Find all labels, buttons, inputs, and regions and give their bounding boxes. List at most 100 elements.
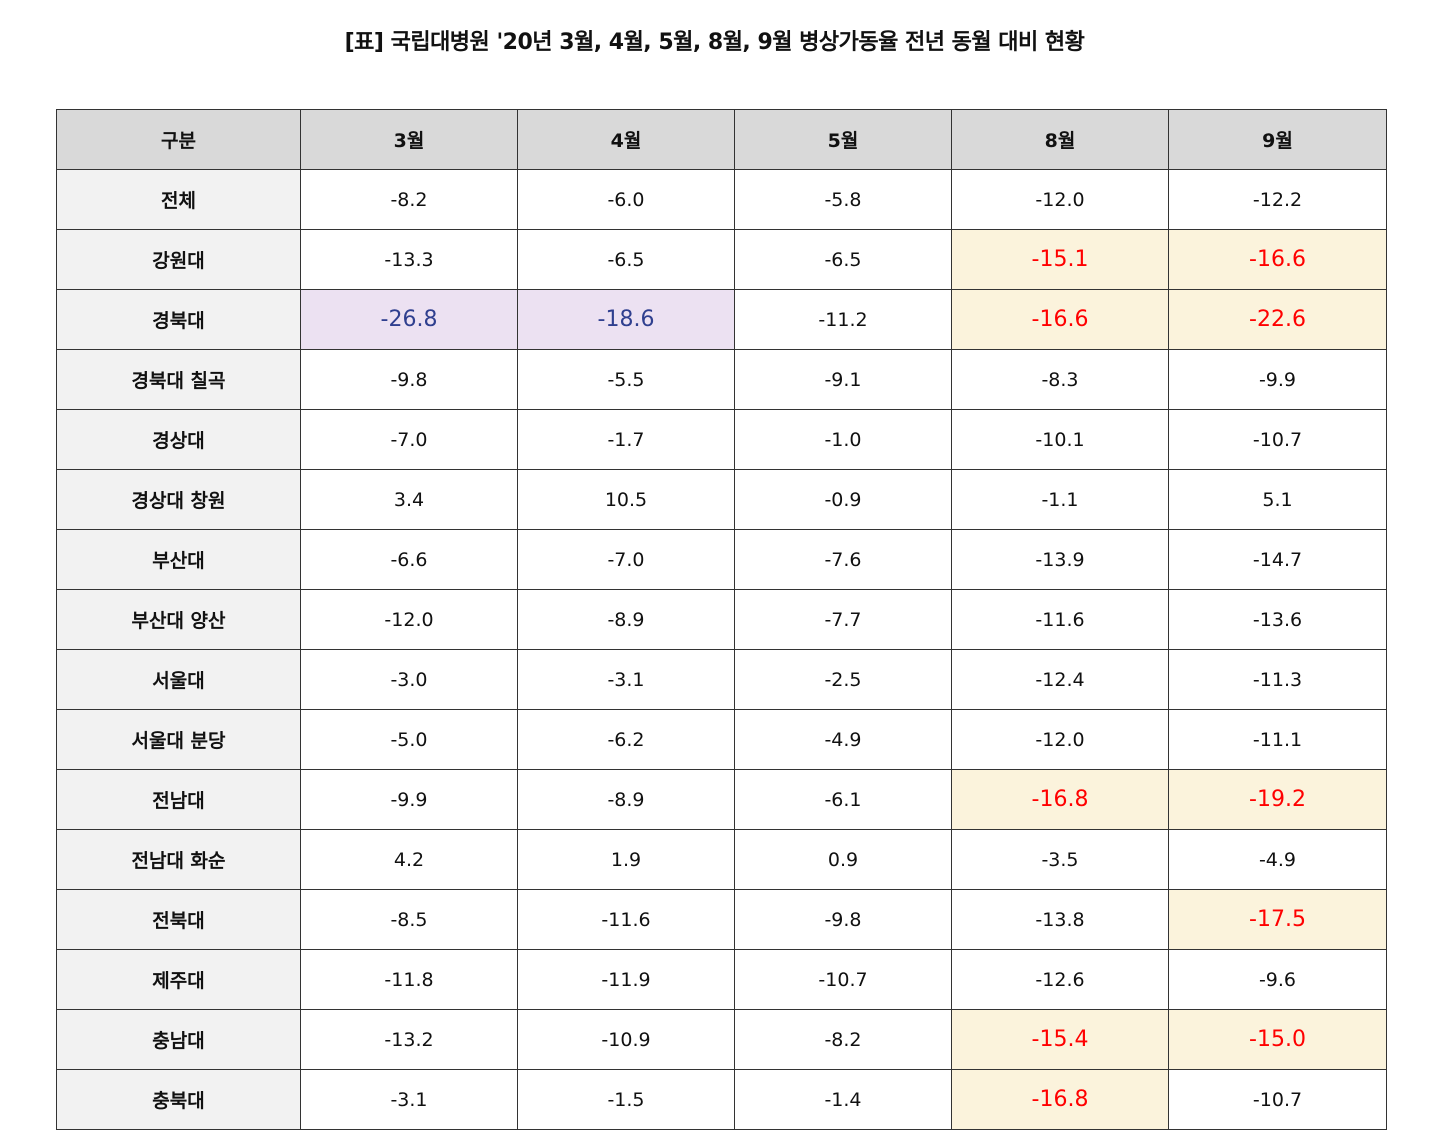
row-label: 전남대	[56, 769, 301, 830]
cell-march: -6.6	[300, 529, 518, 590]
cell-september: -11.1	[1168, 709, 1387, 770]
cell-may: -10.7	[734, 949, 952, 1010]
cell-august: -8.3	[951, 349, 1169, 410]
column-header-august: 8월	[951, 109, 1169, 170]
cell-may: -6.5	[734, 229, 952, 290]
cell-april: -6.5	[517, 229, 735, 290]
column-header-march: 3월	[300, 109, 518, 170]
cell-september: -10.7	[1168, 1069, 1387, 1130]
cell-august: -12.4	[951, 649, 1169, 710]
cell-april: -7.0	[517, 529, 735, 590]
cell-april: -6.2	[517, 709, 735, 770]
cell-march: -7.0	[300, 409, 518, 470]
table-row: 전체 -8.2 -6.0 -5.8 -12.0 -12.2	[56, 169, 1387, 230]
cell-september: 5.1	[1168, 469, 1387, 530]
cell-march: -11.8	[300, 949, 518, 1010]
cell-september: -13.6	[1168, 589, 1387, 650]
cell-september: -10.7	[1168, 409, 1387, 470]
cell-april: -1.7	[517, 409, 735, 470]
column-header-category: 구분	[56, 109, 301, 170]
row-label: 제주대	[56, 949, 301, 1010]
cell-august: -1.1	[951, 469, 1169, 530]
table-row: 충북대 -3.1 -1.5 -1.4 -16.8 -10.7	[56, 1069, 1387, 1130]
cell-september: -9.9	[1168, 349, 1387, 410]
row-label: 서울대	[56, 649, 301, 710]
cell-may: -9.8	[734, 889, 952, 950]
cell-april: -18.6	[517, 289, 735, 350]
column-header-april: 4월	[517, 109, 735, 170]
cell-september: -22.6	[1168, 289, 1387, 350]
cell-may: -8.2	[734, 1009, 952, 1070]
cell-march: -3.1	[300, 1069, 518, 1130]
cell-may: -0.9	[734, 469, 952, 530]
table-row: 전남대 화순 4.2 1.9 0.9 -3.5 -4.9	[56, 829, 1387, 890]
cell-may: -4.9	[734, 709, 952, 770]
table-header-row: 구분 3월 4월 5월 8월 9월	[56, 109, 1387, 170]
cell-august: -12.6	[951, 949, 1169, 1010]
row-label: 경북대	[56, 289, 301, 350]
row-label: 경상대	[56, 409, 301, 470]
cell-april: -5.5	[517, 349, 735, 410]
cell-september: -16.6	[1168, 229, 1387, 290]
cell-april: -6.0	[517, 169, 735, 230]
cell-march: -8.2	[300, 169, 518, 230]
row-label: 부산대	[56, 529, 301, 590]
table-row: 부산대 양산 -12.0 -8.9 -7.7 -11.6 -13.6	[56, 589, 1387, 650]
table-row: 경상대 -7.0 -1.7 -1.0 -10.1 -10.7	[56, 409, 1387, 470]
cell-august: -13.9	[951, 529, 1169, 590]
row-label: 전북대	[56, 889, 301, 950]
cell-august: -15.1	[951, 229, 1169, 290]
cell-april: -10.9	[517, 1009, 735, 1070]
cell-august: -12.0	[951, 709, 1169, 770]
cell-august: -3.5	[951, 829, 1169, 890]
cell-april: -8.9	[517, 769, 735, 830]
table-row: 서울대 분당 -5.0 -6.2 -4.9 -12.0 -11.1	[56, 709, 1387, 770]
cell-september: -11.3	[1168, 649, 1387, 710]
table-row: 전북대 -8.5 -11.6 -9.8 -13.8 -17.5	[56, 889, 1387, 950]
row-label: 경북대 칠곡	[56, 349, 301, 410]
cell-may: -7.7	[734, 589, 952, 650]
cell-september: -9.6	[1168, 949, 1387, 1010]
table-row: 강원대 -13.3 -6.5 -6.5 -15.1 -16.6	[56, 229, 1387, 290]
cell-april: -11.9	[517, 949, 735, 1010]
cell-september: -19.2	[1168, 769, 1387, 830]
occupancy-table: 구분 3월 4월 5월 8월 9월 전체 -8.2 -6.0 -5.8 -12.0 -12…	[56, 109, 1387, 1130]
row-label: 전남대 화순	[56, 829, 301, 890]
table-row: 경상대 창원 3.4 10.5 -0.9 -1.1 5.1	[56, 469, 1387, 530]
cell-april: -3.1	[517, 649, 735, 710]
table-row: 경북대 칠곡 -9.8 -5.5 -9.1 -8.3 -9.9	[56, 349, 1387, 410]
cell-may: -2.5	[734, 649, 952, 710]
cell-march: -3.0	[300, 649, 518, 710]
cell-march: -12.0	[300, 589, 518, 650]
table-body: 전체 -8.2 -6.0 -5.8 -12.0 -12.2 강원대 -13.3 -6.5 -6.5…	[56, 169, 1387, 1130]
cell-september: -4.9	[1168, 829, 1387, 890]
cell-march: -13.3	[300, 229, 518, 290]
cell-august: -10.1	[951, 409, 1169, 470]
cell-march: 4.2	[300, 829, 518, 890]
table-row: 제주대 -11.8 -11.9 -10.7 -12.6 -9.6	[56, 949, 1387, 1010]
cell-august: -11.6	[951, 589, 1169, 650]
row-label: 전체	[56, 169, 301, 230]
cell-may: -1.0	[734, 409, 952, 470]
cell-may: -7.6	[734, 529, 952, 590]
cell-april: -1.5	[517, 1069, 735, 1130]
cell-may: -6.1	[734, 769, 952, 830]
table-row: 전남대 -9.9 -8.9 -6.1 -16.8 -19.2	[56, 769, 1387, 830]
row-label: 충북대	[56, 1069, 301, 1130]
cell-may: -5.8	[734, 169, 952, 230]
cell-september: -17.5	[1168, 889, 1387, 950]
row-label: 강원대	[56, 229, 301, 290]
cell-may: -1.4	[734, 1069, 952, 1130]
cell-august: -15.4	[951, 1009, 1169, 1070]
cell-august: -12.0	[951, 169, 1169, 230]
row-label: 부산대 양산	[56, 589, 301, 650]
table-row: 충남대 -13.2 -10.9 -8.2 -15.4 -15.0	[56, 1009, 1387, 1070]
column-header-september: 9월	[1168, 109, 1387, 170]
column-header-may: 5월	[734, 109, 952, 170]
cell-march: -13.2	[300, 1009, 518, 1070]
table-row: 서울대 -3.0 -3.1 -2.5 -12.4 -11.3	[56, 649, 1387, 710]
row-label: 서울대 분당	[56, 709, 301, 770]
cell-march: -26.8	[300, 289, 518, 350]
cell-april: -11.6	[517, 889, 735, 950]
cell-march: -8.5	[300, 889, 518, 950]
